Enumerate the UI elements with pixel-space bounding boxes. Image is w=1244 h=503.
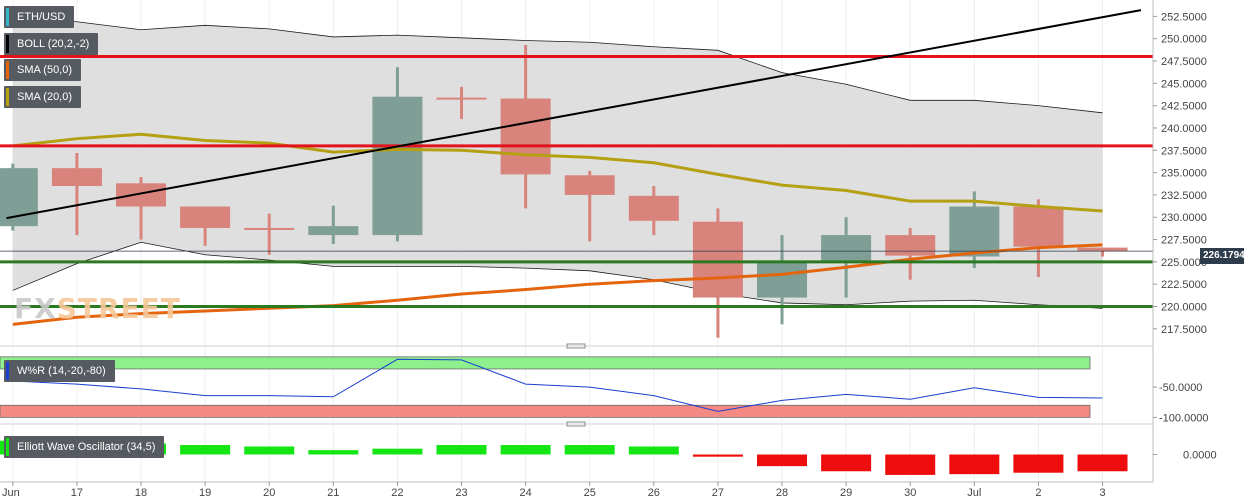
sma20-line [12,132,1103,213]
boll-lower-line [12,241,1103,309]
x-tick-label: 19 [199,487,211,499]
ewo-bar [821,454,872,472]
legend-pair[interactable]: ETH/USD [4,6,75,28]
x-tick-label: 29 [840,487,852,499]
y-tick-label: 222.5000 [1161,279,1207,291]
ewo-bar [757,454,808,467]
x-tick-label: 26 [648,487,660,499]
boll-upper-line [12,18,1103,114]
x-tick-label: 28 [776,487,788,499]
x-tick-label: 21 [327,487,339,499]
candle-body [692,221,743,298]
x-tick-label: 25 [584,487,596,499]
pane-resize-handle [566,343,586,349]
x-tick-label: 30 [904,487,916,499]
ewo-bar [564,445,615,455]
candle-body [500,98,551,175]
williams-r-pane [0,356,1103,418]
x-tick-label: Jun [2,487,20,499]
x-tick-label: 23 [455,487,467,499]
wr-oversold-zone [0,404,1091,418]
candle-body [180,206,231,228]
y-tick-label: 220.0000 [1161,302,1207,314]
ewo-bar [1013,454,1064,473]
wr-y-tick-label: -50.0000 [1159,382,1202,394]
legend-boll[interactable]: BOLL (20,2,-2) [4,33,99,55]
candle-body [116,183,167,207]
y-tick-label: 235.0000 [1161,168,1207,180]
x-tick-label: 18 [135,487,147,499]
candle-body [0,168,38,227]
y-tick-label: 245.0000 [1161,78,1207,90]
sma50-line [12,243,1103,326]
ewo-bar [308,450,359,455]
axes: 217.5000220.0000222.5000225.0000227.5000… [0,0,1217,499]
candle-body [949,206,1000,257]
y-tick-label: 227.5000 [1161,235,1207,247]
x-tick-label: 24 [519,487,531,499]
y-tick-label: 232.5000 [1161,190,1207,202]
x-tick-label: 20 [263,487,275,499]
legend-ewo[interactable]: Elliott Wave Oscillator (34,5) [4,436,165,458]
y-tick-label: 247.5000 [1161,56,1207,68]
x-tick-label: 17 [71,487,83,499]
ewo-bar [372,448,423,455]
candle-body [1077,247,1128,252]
wr-overbought-zone [0,356,1091,370]
trendline [6,9,1142,220]
legend-sma50[interactable]: SMA (50,0) [4,59,82,81]
y-tick-label: 240.0000 [1161,123,1207,135]
candle-body [436,97,487,100]
ewo-pane [0,440,1128,475]
candle-body [885,235,936,256]
ewo-bar [244,446,295,455]
x-tick-label: 22 [391,487,403,499]
ewo-bar [628,446,679,455]
candle-body [51,168,102,186]
current-price-tag: 226.17942 [1200,248,1244,264]
ewo-bar [949,454,1000,475]
candle-body [308,226,359,236]
y-tick-label: 237.5000 [1161,145,1207,157]
x-tick-label: Jul [967,487,981,499]
y-tick-label: 252.5000 [1161,11,1207,23]
legend-sma20[interactable]: SMA (20,0) [4,86,82,108]
y-tick-label: 230.0000 [1161,212,1207,224]
legend-wr[interactable]: W%R (14,-20,-80) [4,360,115,382]
candles [0,44,1128,338]
ewo-bar [885,454,936,475]
candle-body [821,235,872,262]
wr-line [12,358,1103,412]
y-tick-label: 242.5000 [1161,101,1207,113]
y-tick-label: 225.0000 [1161,257,1207,269]
ewo-y-tick-label: 0.0000 [1183,450,1217,462]
candle-body [1013,206,1064,247]
ewo-bar [692,454,743,457]
ewo-bar [436,445,487,455]
candle-body [757,261,808,298]
candle-body [372,96,423,236]
y-tick-label: 217.5000 [1161,324,1207,336]
pane-resize-handle [566,421,586,427]
wr-y-tick-label: -100.0000 [1159,412,1209,424]
y-tick-label: 250.0000 [1161,34,1207,46]
ewo-bar [1077,454,1128,472]
candle-body [564,175,615,195]
x-tick-label: 2 [1035,487,1041,499]
ewo-bar [500,445,551,455]
candle-body [628,195,679,221]
x-tick-label: 3 [1099,487,1105,499]
ewo-bar [180,445,231,455]
overlay-lines [0,9,1153,326]
x-tick-label: 27 [712,487,724,499]
candle-body [244,227,295,230]
fxstreet-logo: FXSTREET [14,292,181,325]
